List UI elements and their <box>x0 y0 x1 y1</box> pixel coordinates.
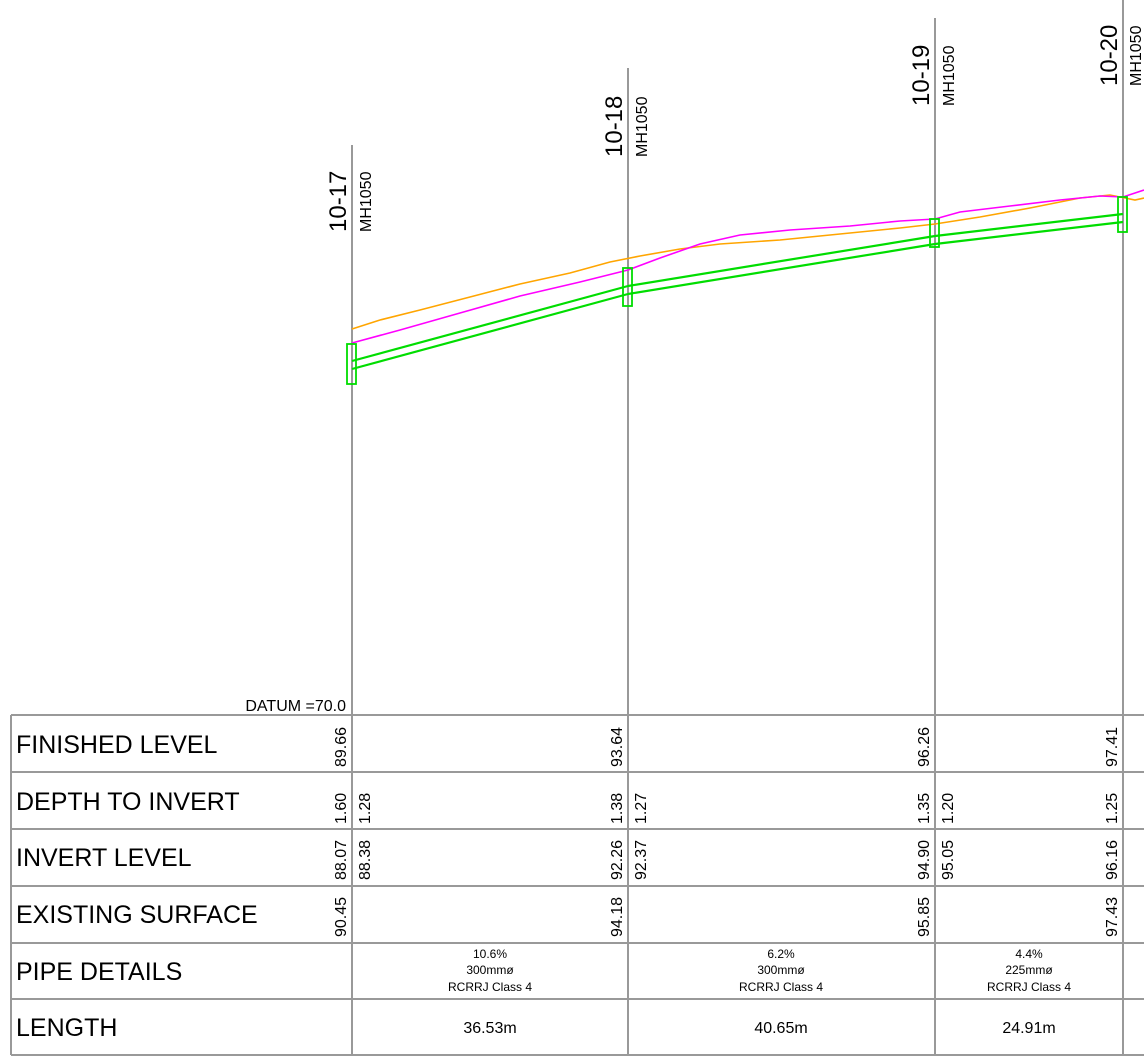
depth-in-10-20: 1.25 <box>1104 793 1121 824</box>
manhole-id-10-17: 10-17 <box>325 171 352 232</box>
row-label-invert: INVERT LEVEL <box>16 844 192 872</box>
pipe-length-2: 40.65m <box>754 1020 807 1037</box>
existing-value-10-20: 97.43 <box>1104 897 1121 937</box>
depth-out-10-18: 1.27 <box>633 793 650 824</box>
row-label-pipe: PIPE DETAILS <box>16 958 182 986</box>
manhole-shafts <box>346 196 1128 385</box>
pipe-size-2: 300mmø <box>757 963 805 977</box>
manhole-shaft-10-20 <box>1117 196 1128 233</box>
invert-in-10-17: 88.07 <box>333 840 350 880</box>
invert-out-10-17: 88.38 <box>357 840 374 880</box>
depth-in-10-18: 1.38 <box>609 793 626 824</box>
invert-in-10-19: 94.90 <box>916 840 933 880</box>
finished-value-10-20: 97.41 <box>1104 727 1121 767</box>
invert-out-10-18: 92.37 <box>633 840 650 880</box>
pipe-length-1: 36.53m <box>463 1020 516 1037</box>
existing-value-10-18: 94.18 <box>609 897 626 937</box>
manhole-shaft-10-17 <box>346 343 357 385</box>
finished-level-line <box>351 189 1144 344</box>
row-label-length: LENGTH <box>16 1014 117 1042</box>
data-table-grid <box>10 714 1144 1056</box>
depth-out-10-17: 1.28 <box>357 793 374 824</box>
manhole-shaft-10-18 <box>622 267 633 307</box>
existing-surface-line <box>351 194 1144 330</box>
invert-out-10-19: 95.05 <box>940 840 957 880</box>
row-label-depth: DEPTH TO INVERT <box>16 788 240 816</box>
manhole-type-10-20: MH1050 <box>1128 25 1144 86</box>
pipe-segments <box>351 212 1124 371</box>
finished-value-10-19: 96.26 <box>916 727 933 767</box>
existing-value-10-17: 90.45 <box>333 897 350 937</box>
pipe-size-3: 225mmø <box>1005 963 1053 977</box>
pipe-size-1: 300mmø <box>466 963 514 977</box>
depth-in-10-17: 1.60 <box>333 793 350 824</box>
manhole-id-10-20: 10-20 <box>1096 25 1123 86</box>
existing-value-10-19: 95.85 <box>916 897 933 937</box>
row-label-existing: EXISTING SURFACE <box>16 901 258 929</box>
pipe-length-3: 24.91m <box>1002 1020 1055 1037</box>
row-label-finished: FINISHED LEVEL <box>16 731 218 759</box>
finished-value-10-18: 93.64 <box>609 727 626 767</box>
manhole-shaft-10-19 <box>929 218 940 248</box>
datum-label: DATUM =70.0 <box>245 698 346 715</box>
finished-value-10-17: 89.66 <box>333 727 350 767</box>
manhole-type-10-19: MH1050 <box>941 45 958 106</box>
pipe-grade-1: 10.6% <box>473 947 507 961</box>
pipe-material-1: RCRRJ Class 4 <box>448 980 532 994</box>
invert-in-10-18: 92.26 <box>609 840 626 880</box>
manhole-id-10-18: 10-18 <box>601 96 628 157</box>
pipe-material-2: RCRRJ Class 4 <box>739 980 823 994</box>
pipe-material-3: RCRRJ Class 4 <box>987 980 1071 994</box>
pipe-grade-3: 4.4% <box>1015 947 1043 961</box>
invert-in-10-20: 96.16 <box>1104 840 1121 880</box>
depth-out-10-19: 1.20 <box>940 793 957 824</box>
manhole-id-10-19: 10-19 <box>908 45 935 106</box>
manhole-type-10-18: MH1050 <box>634 96 651 157</box>
pipe-grade-2: 6.2% <box>767 947 795 961</box>
manhole-type-10-17: MH1050 <box>358 171 375 232</box>
depth-in-10-19: 1.35 <box>916 793 933 824</box>
